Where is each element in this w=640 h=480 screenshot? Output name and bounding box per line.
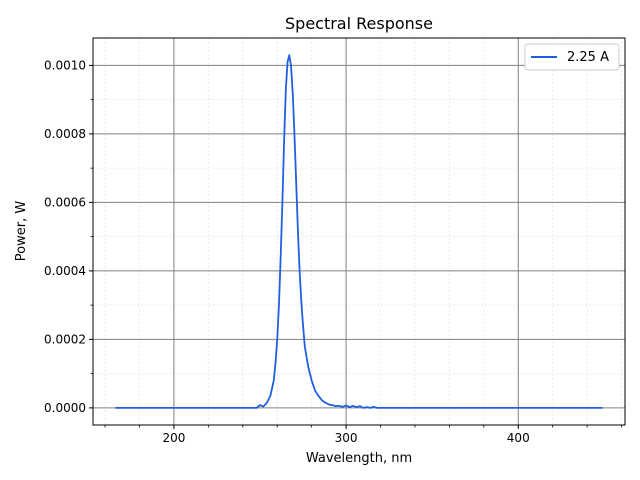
legend-box xyxy=(524,43,620,71)
plot-frame xyxy=(92,37,626,426)
y-tick-label: 0.0004 xyxy=(44,264,86,278)
series-line xyxy=(115,54,603,409)
y-tick-label: 0.0000 xyxy=(44,401,86,415)
x-tick-label: 200 xyxy=(162,431,185,445)
y-tick-label: 0.0008 xyxy=(44,127,86,141)
x-axis: 200 300 400 xyxy=(104,425,622,445)
chart-title: Spectral Response xyxy=(285,14,433,33)
y-tick-label: 0.0002 xyxy=(44,332,86,346)
x-tick-label: 400 xyxy=(507,431,530,445)
series-layer xyxy=(115,54,603,409)
legend-label: 2.25 A xyxy=(567,50,609,65)
legend: 2.25 A xyxy=(524,43,620,71)
x-axis-label: Wavelength, nm xyxy=(306,451,412,466)
minor-grid xyxy=(93,38,625,425)
y-axis: 0.0000 0.0002 0.0004 0.0006 0.0008 0.0010 xyxy=(44,58,93,415)
y-tick-label: 0.0006 xyxy=(44,195,86,209)
x-tick-label: 300 xyxy=(335,431,358,445)
y-tick-label: 0.0010 xyxy=(44,58,86,72)
y-axis-label: Power, W xyxy=(14,201,29,262)
plot-area xyxy=(93,38,625,425)
